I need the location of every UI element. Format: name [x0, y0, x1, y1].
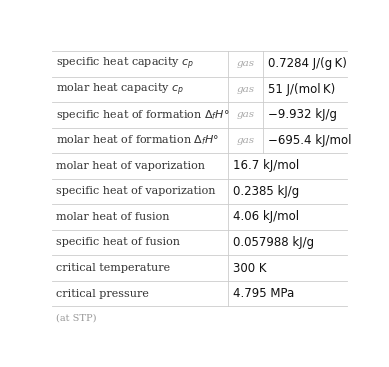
Text: 51 J/(mol K): 51 J/(mol K) — [268, 83, 335, 96]
Text: 0.057988 kJ/g: 0.057988 kJ/g — [233, 236, 315, 249]
Text: −695.4 kJ/mol: −695.4 kJ/mol — [268, 134, 352, 147]
Text: specific heat of vaporization: specific heat of vaporization — [56, 186, 216, 196]
Text: 300 K: 300 K — [233, 262, 267, 275]
Text: specific heat of formation $\Delta_f H°$: specific heat of formation $\Delta_f H°$ — [56, 108, 230, 122]
Text: gas: gas — [236, 59, 254, 68]
Text: gas: gas — [236, 85, 254, 94]
Text: 4.795 MPa: 4.795 MPa — [233, 287, 295, 300]
Text: 0.7284 J/(g K): 0.7284 J/(g K) — [268, 57, 347, 70]
Text: molar heat of vaporization: molar heat of vaporization — [56, 161, 205, 171]
Text: (at STP): (at STP) — [56, 313, 96, 322]
Text: specific heat capacity $c_p$: specific heat capacity $c_p$ — [56, 56, 194, 72]
Text: 16.7 kJ/mol: 16.7 kJ/mol — [233, 159, 300, 172]
Text: critical pressure: critical pressure — [56, 288, 149, 298]
Text: critical temperature: critical temperature — [56, 263, 170, 273]
Text: −9.932 kJ/g: −9.932 kJ/g — [268, 108, 337, 121]
Text: molar heat of fusion: molar heat of fusion — [56, 212, 170, 222]
Text: molar heat of formation $\Delta_f H°$: molar heat of formation $\Delta_f H°$ — [56, 134, 219, 147]
Text: specific heat of fusion: specific heat of fusion — [56, 237, 180, 247]
Text: 4.06 kJ/mol: 4.06 kJ/mol — [233, 210, 300, 224]
Text: gas: gas — [236, 110, 254, 119]
Text: molar heat capacity $c_p$: molar heat capacity $c_p$ — [56, 81, 184, 98]
Text: gas: gas — [236, 136, 254, 145]
Text: 0.2385 kJ/g: 0.2385 kJ/g — [233, 185, 300, 198]
